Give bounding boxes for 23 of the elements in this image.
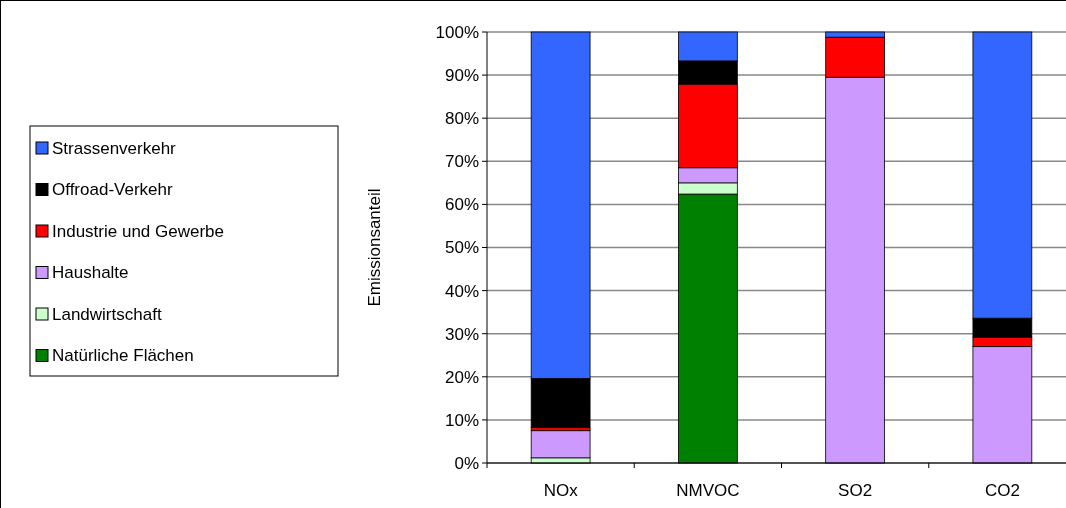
y-tick-label: 20% xyxy=(444,367,479,387)
y-tick-label: 60% xyxy=(444,195,479,215)
y-tick-label: 50% xyxy=(444,238,479,258)
legend-label: Landwirtschaft xyxy=(52,304,162,324)
y-tick-label: 100% xyxy=(435,22,479,42)
x-tick-label: CO2 xyxy=(984,481,1020,500)
y-tick-label: 0% xyxy=(454,453,479,473)
y-tick-label: 70% xyxy=(444,152,479,172)
legend-label: Haushalte xyxy=(52,263,129,283)
y-tick-label: 10% xyxy=(444,410,479,430)
y-tick-label: 90% xyxy=(444,66,479,86)
y-tick-label: 80% xyxy=(444,109,479,129)
x-tick-label: NMVOC xyxy=(676,481,740,500)
legend-label: Natürliche Flächen xyxy=(52,346,194,366)
bar xyxy=(530,430,591,459)
y-tick-label: 30% xyxy=(444,324,479,344)
x-tick-label: SO2 xyxy=(838,481,873,500)
legend-label: Strassenverkehr xyxy=(52,138,177,158)
y-tick-label: 40% xyxy=(444,281,479,301)
legend-label: Offroad-Verkehr xyxy=(52,180,173,200)
y-axis-title: Emissionsanteil xyxy=(365,188,384,307)
x-tick-label: NOx xyxy=(543,481,579,500)
legend-label: Industrie und Gewerbe xyxy=(52,221,224,241)
